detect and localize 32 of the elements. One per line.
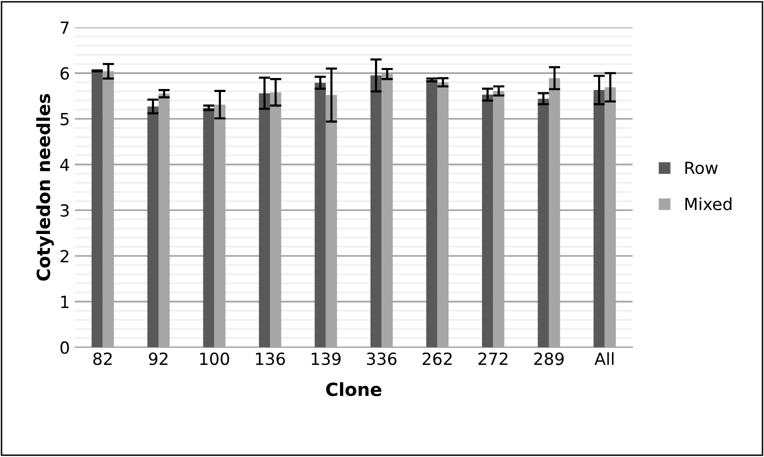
y-tick-label: 3 [60, 204, 69, 217]
bar [594, 90, 605, 348]
bar [426, 80, 438, 348]
x-tick-label: 262 [422, 352, 452, 366]
y-tick-label: 6 [60, 67, 69, 80]
x-tick-label: 139 [312, 352, 341, 366]
y-axis-title: Cotyledon needles [36, 94, 54, 281]
bar [92, 70, 103, 348]
legend-label: Mixed [685, 197, 732, 210]
x-tick-label: 272 [478, 352, 508, 365]
legend-label: Row [685, 162, 718, 174]
x-tick-label: 136 [256, 352, 285, 366]
y-tick-label: 0 [60, 341, 69, 354]
y-tick-label: 7 [60, 22, 69, 34]
bar [370, 75, 382, 348]
x-tick-label: 82 [93, 352, 112, 366]
x-tick-label: 92 [148, 352, 168, 366]
bar [482, 94, 494, 348]
bar [147, 106, 159, 348]
y-tick-label: 1 [61, 296, 68, 308]
bar [258, 93, 270, 348]
x-tick-label: All [594, 352, 614, 365]
y-tick-label: 5 [60, 113, 69, 126]
bar [538, 98, 549, 348]
y-tick-label: 2 [60, 250, 68, 262]
x-axis-title: Clone [326, 382, 382, 396]
y-tick-label: 4 [60, 158, 70, 171]
bar [203, 108, 214, 348]
x-tick-label: 336 [366, 352, 396, 366]
bar [314, 82, 326, 348]
x-tick-label: 289 [534, 352, 564, 366]
x-tick-label: 100 [200, 352, 230, 366]
